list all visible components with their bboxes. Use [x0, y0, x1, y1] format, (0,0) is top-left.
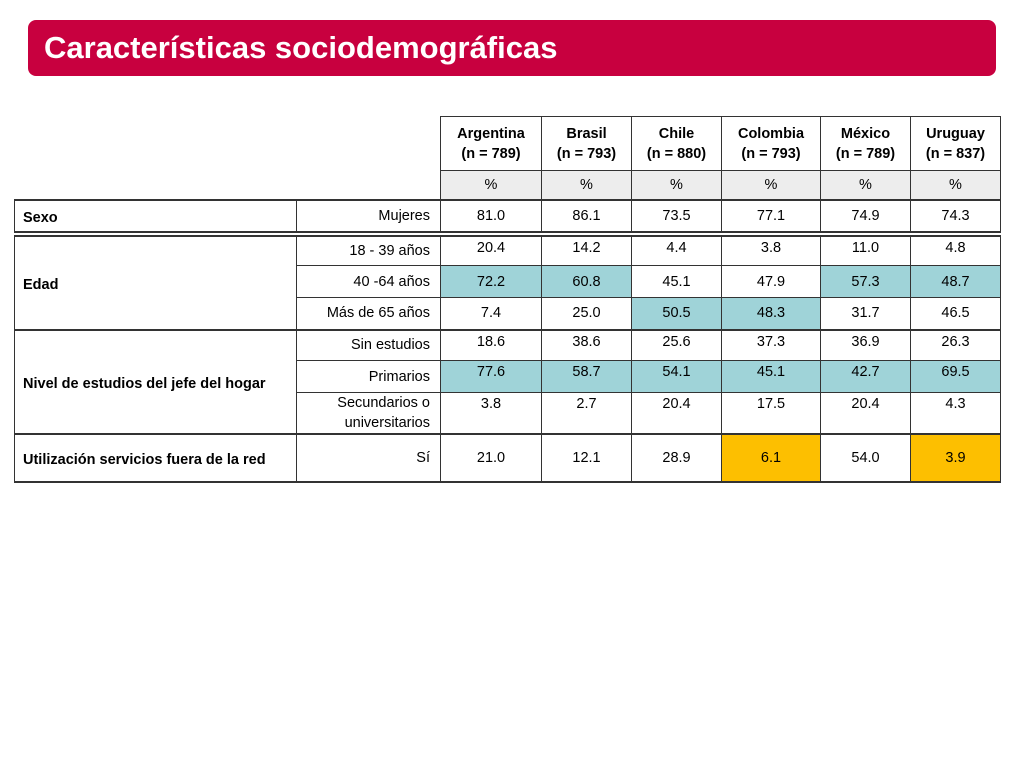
unit-cell: %: [631, 170, 722, 200]
column-name: Brasil: [566, 125, 607, 142]
row-label: Sin estudios: [296, 328, 441, 361]
value-cell: 54.0: [820, 433, 911, 483]
column-n: (n = 789): [461, 145, 521, 162]
category-label: Sexo: [14, 198, 297, 233]
row-label: Sí: [296, 433, 441, 483]
value-cell: 18.6: [440, 328, 542, 361]
table-row: Secundarios o universitarios 3.8 2.7 20.4 17…: [15, 392, 1001, 435]
value-cell: 14.2: [541, 234, 632, 266]
row-label: 40 -64 años: [296, 265, 441, 298]
row-label: Secundarios o universitarios: [296, 392, 441, 435]
value-cell: 2.7: [541, 392, 632, 435]
column-n: (n = 793): [556, 145, 617, 162]
column-n: (n = 789): [835, 145, 896, 162]
value-cell: 25.6: [631, 328, 722, 361]
table-row: Más de 65 años 7.4 25.0 50.5 48.3 31.7 46.5: [15, 297, 1001, 331]
value-cell: 3.9: [910, 433, 1001, 483]
unit-cell: %: [721, 170, 821, 200]
value-cell: 37.3: [721, 328, 821, 361]
column-name: Uruguay: [926, 125, 985, 142]
value-cell: 50.5: [631, 297, 722, 331]
value-cell: 36.9: [820, 328, 911, 361]
value-cell: 11.0: [820, 234, 911, 266]
value-cell: 20.4: [820, 392, 911, 435]
category-label: Utilización servicios fuera de la red: [14, 433, 297, 483]
category-label: Nivel de estudios del jefe del hogar: [14, 328, 297, 434]
value-cell: 3.8: [721, 234, 821, 266]
sociodemographic-table: Argentina (n = 789) Brasil (n = 793) Chile (n…: [14, 116, 1001, 483]
column-header: Chile (n = 880): [631, 116, 722, 171]
value-cell: 42.7: [820, 360, 911, 393]
value-cell: 17.5: [721, 392, 821, 435]
table-row: Sexo Mujeres 81.0 86.1 73.5 77.1 74.9 74.3: [14, 198, 1001, 233]
value-cell: 47.9: [721, 265, 821, 298]
value-cell: 12.1: [541, 433, 632, 483]
value-cell: 77.1: [721, 198, 821, 233]
value-cell: 69.5: [910, 360, 1001, 393]
value-cell: 25.0: [541, 297, 632, 331]
value-cell: 4.3: [910, 392, 1001, 435]
table-row: Edad 18 - 39 años 20.4 14.2 4.4 3.8 11.0 4.8: [14, 234, 1001, 330]
row-label: Más de 65 años: [296, 297, 441, 331]
title-bar: Características sociodemográficas: [28, 20, 996, 76]
row-label: 18 - 39 años: [296, 234, 441, 266]
unit-cell: %: [820, 170, 911, 200]
value-cell: 48.3: [721, 297, 821, 331]
value-cell: 77.6: [440, 360, 542, 393]
value-cell: 20.4: [631, 392, 722, 435]
value-cell: 48.7: [910, 265, 1001, 298]
value-cell: 73.5: [631, 198, 722, 233]
value-cell: 58.7: [541, 360, 632, 393]
value-cell: 6.1: [721, 433, 821, 483]
value-cell: 81.0: [440, 198, 542, 233]
table-row: Primarios 77.6 58.7 54.1 45.1 42.7 69.5: [15, 360, 1001, 393]
value-cell: 4.4: [631, 234, 722, 266]
category-label: Edad: [14, 234, 297, 330]
value-cell: 45.1: [721, 360, 821, 393]
value-cell: 60.8: [541, 265, 632, 298]
value-cell: 26.3: [910, 328, 1001, 361]
unit-cell: %: [910, 170, 1001, 200]
value-cell: 7.4: [440, 297, 542, 331]
table-row: Utilización servicios fuera de la red Sí 2…: [14, 433, 1001, 483]
value-cell: 72.2: [440, 265, 542, 298]
column-name: Colombia: [737, 125, 805, 142]
header-row: Argentina (n = 789) Brasil (n = 793) Chile (n…: [15, 116, 1001, 171]
column-name: Chile: [658, 125, 695, 142]
value-cell: 38.6: [541, 328, 632, 361]
column-header: Brasil (n = 793): [541, 116, 632, 171]
value-cell: 54.1: [631, 360, 722, 393]
unit-cell: %: [541, 170, 632, 200]
value-cell: 28.9: [631, 433, 722, 483]
value-cell: 31.7: [820, 297, 911, 331]
column-header: México (n = 789): [820, 116, 911, 171]
table-row: Nivel de estudios del jefe del hogar Sin …: [14, 328, 1001, 434]
row-label: Primarios: [296, 360, 441, 393]
column-header: Colombia (n = 793): [721, 116, 821, 171]
value-cell: 74.3: [910, 198, 1001, 233]
column-n: (n = 880): [646, 145, 707, 162]
unit-cell: %: [440, 170, 542, 200]
unit-spacer: [15, 171, 441, 200]
value-cell: 20.4: [440, 234, 542, 266]
column-header: Uruguay (n = 837): [910, 116, 1001, 171]
value-cell: 45.1: [631, 265, 722, 298]
row-label: Mujeres: [296, 198, 441, 233]
value-cell: 21.0: [440, 433, 542, 483]
value-cell: 74.9: [820, 198, 911, 233]
value-cell: 3.8: [440, 392, 542, 435]
column-n: (n = 837): [925, 145, 986, 162]
value-cell: 4.8: [910, 234, 1001, 266]
column-header: Argentina (n = 789): [440, 116, 542, 171]
value-cell: 46.5: [910, 297, 1001, 331]
column-n: (n = 793): [741, 145, 801, 162]
unit-row: %%%%%%: [15, 170, 1001, 200]
page-title: Características sociodemográficas: [44, 30, 558, 65]
value-cell: 86.1: [541, 198, 632, 233]
header-spacer: [15, 117, 441, 171]
table-row: 40 -64 años 72.2 60.8 45.1 47.9 57.3 48.7: [15, 265, 1001, 298]
column-name: México: [840, 125, 891, 142]
column-name: Argentina: [457, 125, 525, 142]
value-cell: 57.3: [820, 265, 911, 298]
